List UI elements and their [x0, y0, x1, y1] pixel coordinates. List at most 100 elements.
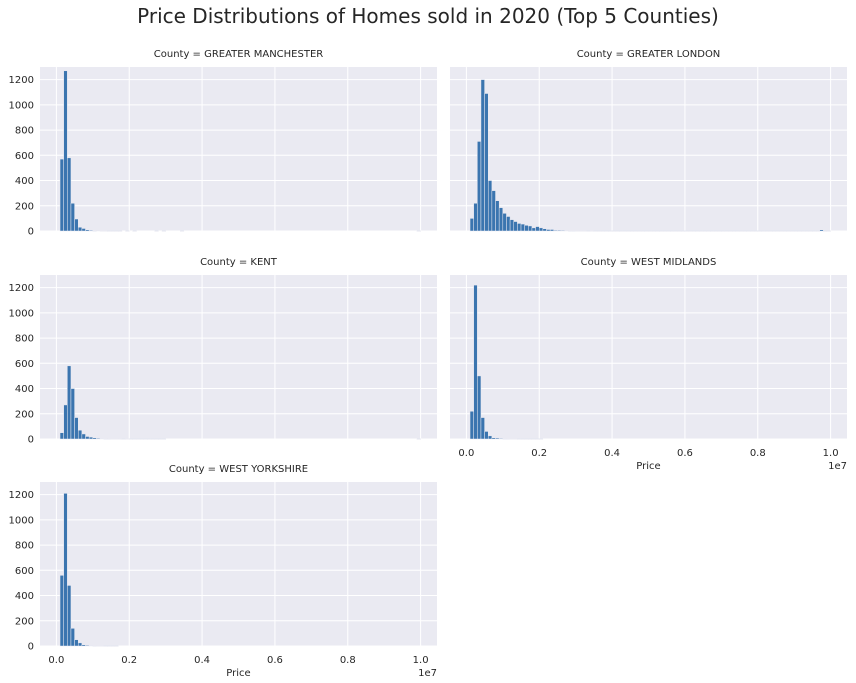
histogram-bar — [161, 230, 166, 232]
panel-title: County = KENT — [200, 257, 278, 268]
histogram-bar — [416, 438, 421, 440]
histogram-bar — [786, 230, 791, 232]
y-tick-label: 400 — [15, 176, 34, 187]
histogram-bar — [815, 230, 820, 232]
x-axis-label: Price — [226, 668, 250, 679]
histogram-bar — [600, 230, 606, 232]
histogram-bar — [648, 230, 653, 232]
histogram-bar — [107, 438, 112, 440]
histogram-bar — [491, 190, 496, 232]
histogram-bar — [779, 230, 784, 232]
histogram-bar — [484, 93, 489, 232]
histogram-bar — [579, 230, 584, 232]
histogram-bar — [746, 230, 751, 232]
histogram-bar — [498, 207, 504, 232]
histogram-bar — [92, 437, 97, 440]
x-tick-label: 0.6 — [677, 448, 693, 459]
histogram-bar — [469, 410, 474, 440]
histogram-bar — [88, 229, 94, 232]
histogram-bar — [88, 645, 94, 647]
histogram-bar — [790, 230, 795, 232]
histogram-bar — [699, 230, 704, 232]
histogram-bar — [575, 230, 580, 232]
histogram-bar — [480, 79, 485, 232]
histogram-bar — [96, 437, 101, 440]
histogram-bar — [179, 230, 185, 232]
panel-background — [40, 482, 437, 646]
histogram-bar — [509, 438, 514, 440]
histogram-bar — [77, 642, 83, 647]
x-axis-label: Price — [636, 461, 660, 472]
histogram-bar — [161, 438, 166, 440]
histogram-bar — [793, 230, 799, 232]
histogram-bar — [103, 645, 108, 647]
histogram-bar — [143, 438, 148, 440]
histogram-bar — [67, 365, 72, 440]
histogram-bar — [528, 438, 533, 440]
histogram-bar — [753, 230, 759, 232]
histogram-bar — [81, 228, 86, 232]
histogram-bar — [812, 230, 817, 232]
histogram-bar — [721, 230, 726, 232]
y-tick-label: 200 — [15, 409, 34, 420]
histogram-bar — [644, 230, 649, 232]
histogram-bar — [114, 438, 119, 440]
histogram-bar — [502, 438, 507, 440]
histogram-bar — [495, 437, 500, 440]
histogram-bar — [531, 227, 536, 232]
histogram-bar — [772, 230, 777, 232]
histogram-bar — [651, 230, 657, 232]
histogram-bar — [604, 230, 609, 232]
histogram-bar — [823, 230, 828, 232]
histogram-bar — [154, 230, 159, 232]
histogram-bar — [593, 230, 598, 232]
panel-title: County = GREATER MANCHESTER — [154, 49, 324, 60]
histogram-bar — [535, 438, 540, 440]
histogram-bar — [118, 230, 123, 232]
histogram-bar — [764, 230, 769, 232]
histogram-bar — [480, 417, 485, 440]
histogram-bar — [542, 228, 547, 232]
histogram-bar — [473, 284, 478, 440]
histogram-bar — [732, 230, 737, 232]
histogram-bar — [742, 230, 748, 232]
histogram-bar — [783, 230, 788, 232]
x-tick-label: 0.0 — [48, 655, 64, 666]
histogram-bar — [125, 230, 130, 232]
histogram-bar — [70, 628, 75, 647]
histogram-bar — [85, 644, 90, 647]
x-tick-label: 0.8 — [340, 655, 356, 666]
y-tick-label: 1000 — [9, 100, 34, 111]
histogram-bar — [517, 438, 522, 440]
histogram-bar — [63, 70, 68, 232]
histogram-bar — [70, 202, 75, 232]
histogram-bar — [768, 230, 773, 232]
histogram-bar — [520, 438, 525, 440]
histogram-bar — [586, 230, 591, 232]
histogram-bar — [761, 230, 766, 232]
histogram-bar — [538, 227, 544, 232]
y-tick-label: 200 — [15, 201, 34, 212]
histogram-bar — [81, 433, 86, 440]
histogram-bar — [110, 645, 115, 647]
x-tick-label: 0.2 — [121, 655, 137, 666]
histogram-bar — [524, 438, 529, 440]
x-tick-label: 1.0 — [823, 448, 839, 459]
histogram-bar — [724, 230, 729, 232]
histogram-bar — [416, 230, 421, 232]
histogram-bar — [706, 230, 711, 232]
histogram-bar — [121, 438, 126, 440]
x-tick-label: 0.8 — [750, 448, 766, 459]
histogram-bar — [626, 230, 631, 232]
histogram-bar — [495, 200, 500, 232]
histogram-bar — [114, 230, 119, 232]
histogram-bar — [804, 230, 810, 232]
histogram-bar — [59, 432, 64, 440]
y-tick-label: 1200 — [9, 75, 34, 86]
histogram-bar — [826, 230, 831, 232]
histogram-bar — [92, 645, 97, 647]
histogram-bar — [77, 226, 83, 232]
histogram-bar — [517, 223, 522, 232]
histogram-bar — [735, 230, 740, 232]
histogram-bar — [99, 230, 104, 232]
